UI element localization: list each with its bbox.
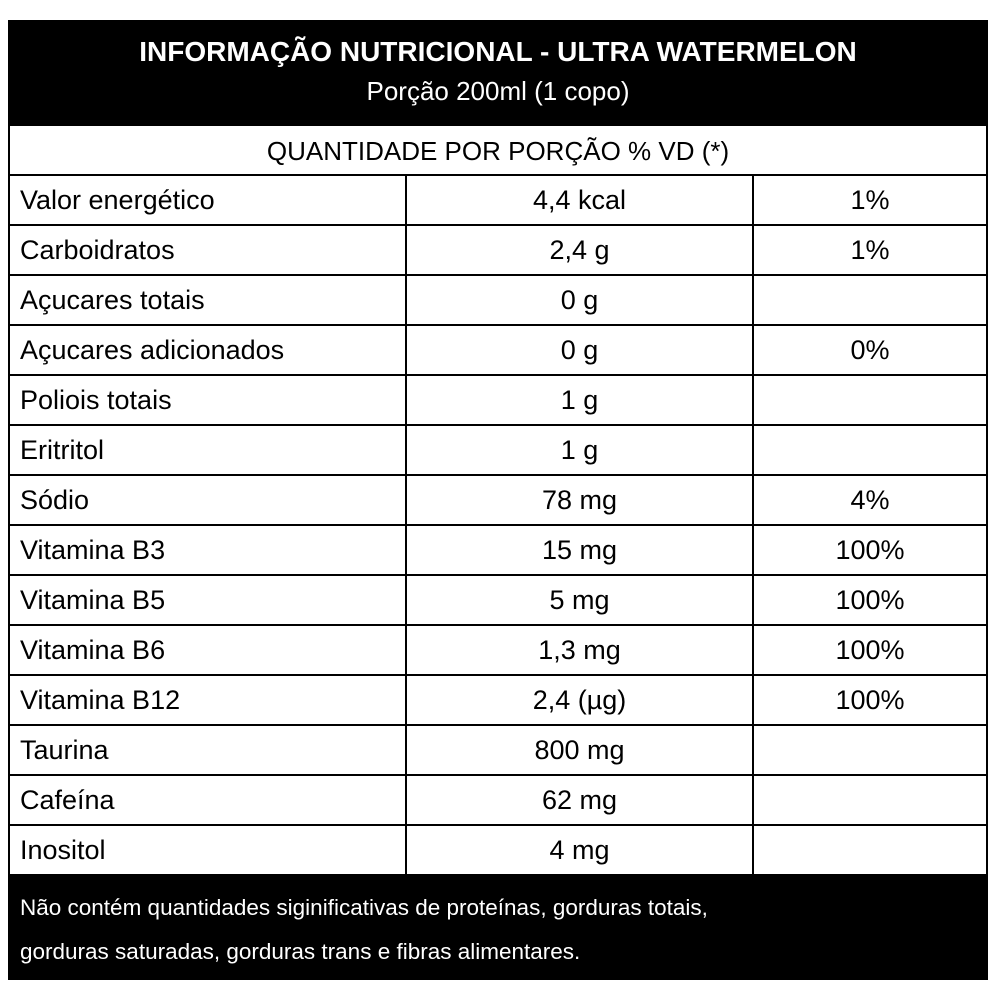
nutrient: Eritritol [10,426,407,474]
nutrient: Cafeína [10,776,407,824]
table-row: Cafeína 62 mg [10,776,986,826]
nutrient: Vitamina B6 [10,626,407,674]
amount: 62 mg [407,776,754,824]
title: INFORMAÇÃO NUTRICIONAL - ULTRA WATERMELO… [139,36,857,67]
amount: 78 mg [407,476,754,524]
daily-value [754,776,986,824]
column-header: QUANTIDADE POR PORÇÃO % VD (*) [10,126,986,176]
daily-value: 100% [835,585,905,615]
daily-value [754,426,986,474]
nutrient: Sódio [10,476,407,524]
footer-line: gorduras saturadas, gorduras trans e fib… [20,939,581,964]
daily-value: 100% [835,685,905,715]
daily-value: 0% [850,335,890,365]
amount: 2,4 g [407,226,754,274]
amount: 4 mg [407,826,754,874]
footer: Não contém quantidades siginificativas d… [10,874,986,978]
nutrient: Inositol [10,826,407,874]
nutrient: Poliois totais [10,376,407,424]
table-row: Vitamina B3 15 mg 100% [10,526,986,576]
nutrient: Vitamina B3 [10,526,407,574]
amount: 800 mg [407,726,754,774]
amount: 0 g [407,276,754,324]
amount: 1,3 mg [407,626,754,674]
header: INFORMAÇÃO NUTRICIONAL - ULTRA WATERMELO… [10,22,986,126]
amount: 1 g [407,376,754,424]
table-row: Sódio 78 mg 4% [10,476,986,526]
daily-value: 100% [835,535,905,565]
daily-value: 1% [850,185,890,215]
amount: 1 g [407,426,754,474]
nutrient: Taurina [10,726,407,774]
daily-value [754,276,986,324]
footer-line: Não contém quantidades siginificativas d… [20,895,708,920]
table-row: Açucares adicionados 0 g 0% [10,326,986,376]
table-row: Valor energético 4,4 kcal 1% [10,176,986,226]
amount: 0 g [407,326,754,374]
table-row: Poliois totais 1 g [10,376,986,426]
nutrient: Vitamina B5 [10,576,407,624]
table-row: Vitamina B12 2,4 (µg) 100% [10,676,986,726]
nutrient: Carboidratos [10,226,407,274]
daily-value [754,376,986,424]
daily-value [754,826,986,874]
amount: 2,4 (µg) [407,676,754,724]
table-row: Inositol 4 mg [10,826,986,876]
table-row: Taurina 800 mg [10,726,986,776]
nutrient: Vitamina B12 [10,676,407,724]
subtitle: Porção 200ml (1 copo) [366,76,630,106]
table-body: Valor energético 4,4 kcal 1% Carboidratos 2,… [10,176,986,876]
daily-value: 1% [850,235,890,265]
daily-value [754,726,986,774]
table-row: Vitamina B5 5 mg 100% [10,576,986,626]
nutrient: Açucares adicionados [10,326,407,374]
nutrition-panel: INFORMAÇÃO NUTRICIONAL - ULTRA WATERMELO… [8,20,988,980]
table-row: Carboidratos 2,4 g 1% [10,226,986,276]
amount: 5 mg [407,576,754,624]
nutrient: Açucares totais [10,276,407,324]
table-row: Vitamina B6 1,3 mg 100% [10,626,986,676]
table-row: Açucares totais 0 g [10,276,986,326]
daily-value: 100% [835,635,905,665]
nutrient: Valor energético [10,176,407,224]
amount: 15 mg [407,526,754,574]
daily-value: 4% [850,485,890,515]
amount: 4,4 kcal [407,176,754,224]
table-row: Eritritol 1 g [10,426,986,476]
